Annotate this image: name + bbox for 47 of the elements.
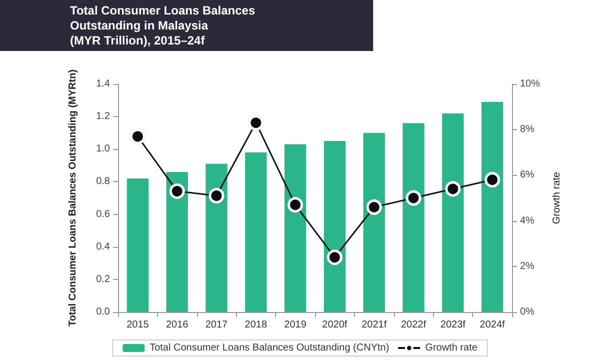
- x-tick-label: 2017: [205, 320, 228, 330]
- y2-tick-label: 8%: [520, 124, 535, 136]
- x-tick-label: 2020f: [322, 320, 348, 330]
- x-tick-label: 2016: [166, 320, 189, 330]
- bar: [402, 123, 424, 312]
- bar: [284, 144, 306, 312]
- chart-title: Total Consumer Loans Balances Outstanding in Malaysia (MYR Trillion), 2015–24f: [70, 4, 256, 48]
- bar: [206, 164, 228, 312]
- x-tick-label: 2023f: [440, 320, 466, 330]
- bar: [442, 113, 464, 312]
- y2-tick-label: 0%: [520, 306, 535, 318]
- y2-tick-label: 10%: [520, 78, 540, 90]
- y2-axis-title: Growth rate: [552, 171, 562, 224]
- bar: [324, 141, 346, 312]
- y-tick-label: 1.0: [96, 144, 110, 155]
- y-tick-label: 1.4: [96, 78, 110, 90]
- y-tick-label: 0.2: [96, 274, 110, 285]
- point: [445, 181, 461, 197]
- x-tick-label: 2019: [284, 320, 307, 330]
- point: [406, 190, 422, 206]
- point: [208, 188, 224, 204]
- point: [169, 183, 185, 199]
- x-tick-label: 2018: [244, 320, 268, 330]
- x-tick-label: 2015: [126, 320, 150, 330]
- y-tick-label: 0.0: [96, 306, 110, 318]
- y-tick-label: 0.4: [96, 241, 110, 252]
- y-tick-label: 0.6: [96, 208, 110, 220]
- bar: [126, 178, 149, 312]
- bar: [363, 132, 385, 312]
- y2-tick-label: 6%: [520, 170, 535, 181]
- legend-label: Growth rate: [425, 342, 478, 354]
- point: [366, 199, 382, 215]
- y-tick-label: 1.2: [96, 111, 110, 122]
- point: [484, 172, 500, 188]
- y2-tick-label: 4%: [520, 215, 535, 226]
- point: [288, 197, 304, 213]
- legend-label: Total Consumer Loans Balances Outstanding (CNYtn): [150, 342, 390, 354]
- y-tick-label: 0.8: [96, 176, 110, 188]
- bar: [481, 102, 504, 312]
- x-tick-label: 2021f: [362, 320, 387, 330]
- point: [326, 250, 342, 266]
- bar: [166, 172, 188, 312]
- x-tick-label: 2022f: [400, 320, 426, 330]
- y2-tick-label: 2%: [520, 260, 535, 272]
- y-axis-title: Total Consumer Loans Balances Outstanding (MYRtn): [68, 69, 78, 327]
- x-tick-label: 2024f: [480, 320, 506, 330]
- bar: [245, 152, 267, 312]
